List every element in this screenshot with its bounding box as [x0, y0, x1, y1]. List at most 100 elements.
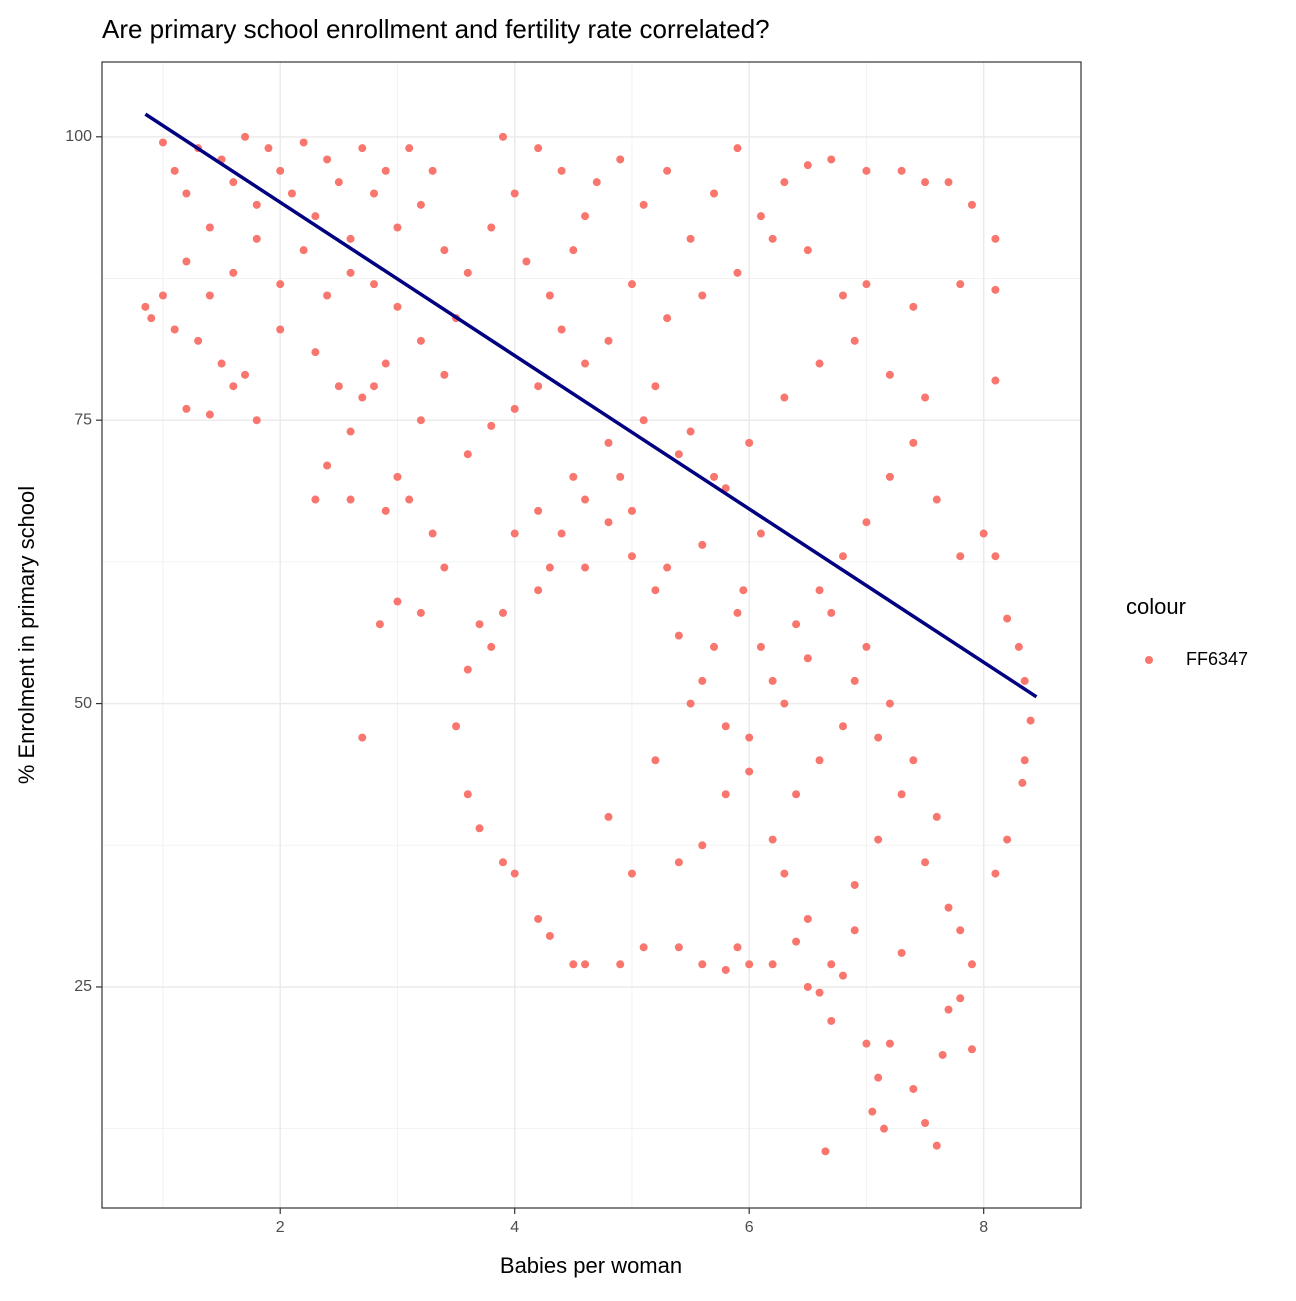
point: [721, 790, 730, 799]
point: [534, 382, 543, 391]
point: [428, 529, 437, 538]
point: [276, 280, 285, 289]
point: [141, 302, 150, 311]
point: [616, 960, 625, 969]
point: [838, 722, 847, 731]
point: [510, 869, 519, 878]
point: [885, 1039, 894, 1048]
point: [956, 280, 965, 289]
point: [158, 291, 167, 300]
point: [147, 314, 156, 323]
point: [803, 246, 812, 255]
point: [721, 722, 730, 731]
point: [780, 393, 789, 402]
point: [663, 314, 672, 323]
point: [475, 620, 484, 629]
point: [440, 370, 449, 379]
point: [991, 376, 1000, 385]
point: [581, 359, 590, 368]
point: [581, 495, 590, 504]
point: [182, 189, 191, 198]
point: [393, 597, 402, 606]
point: [792, 790, 801, 799]
point: [405, 144, 414, 153]
point: [252, 416, 261, 425]
point: [522, 257, 531, 266]
point: [780, 699, 789, 708]
point: [838, 291, 847, 300]
point: [745, 960, 754, 969]
point: [557, 325, 566, 334]
point: [639, 943, 648, 952]
point: [358, 733, 367, 742]
point: [909, 756, 918, 765]
point: [674, 858, 683, 867]
point: [205, 291, 214, 300]
point: [698, 540, 707, 549]
point: [581, 960, 590, 969]
point: [604, 438, 613, 447]
point: [815, 756, 824, 765]
point: [581, 563, 590, 572]
point: [334, 382, 343, 391]
point: [381, 359, 390, 368]
point: [346, 268, 355, 277]
point: [862, 642, 871, 651]
point: [311, 348, 320, 357]
point: [510, 404, 519, 413]
point: [979, 529, 988, 538]
panel-border: [101, 61, 1082, 1209]
x-tick-label: 4: [510, 1219, 519, 1236]
point: [991, 234, 1000, 243]
point: [698, 841, 707, 850]
point: [827, 960, 836, 969]
point: [205, 223, 214, 232]
point: [710, 642, 719, 651]
point: [944, 903, 953, 912]
point: [534, 586, 543, 595]
point: [229, 178, 238, 187]
point: [944, 178, 953, 187]
point: [733, 608, 742, 617]
point: [416, 608, 425, 617]
point: [627, 280, 636, 289]
point: [358, 393, 367, 402]
point: [346, 495, 355, 504]
point: [1003, 835, 1012, 844]
point: [264, 144, 273, 153]
point: [780, 869, 789, 878]
point: [868, 1107, 877, 1116]
point: [850, 880, 859, 889]
point: [569, 246, 578, 255]
point: [803, 914, 812, 923]
point: [815, 586, 824, 595]
point: [768, 835, 777, 844]
point: [287, 189, 296, 198]
point: [452, 722, 461, 731]
point: [463, 268, 472, 277]
point: [862, 166, 871, 175]
point: [545, 291, 554, 300]
point: [827, 1016, 836, 1025]
point: [674, 450, 683, 459]
point: [838, 552, 847, 561]
chart-title: Are primary school enrollment and fertil…: [102, 14, 770, 44]
point: [393, 223, 402, 232]
point: [276, 325, 285, 334]
legend-marker: [1145, 656, 1153, 664]
point: [393, 302, 402, 311]
point: [604, 812, 613, 821]
point: [276, 166, 285, 175]
point: [739, 586, 748, 595]
point: [194, 336, 203, 345]
y-tick-label: 100: [65, 128, 92, 145]
point: [534, 144, 543, 153]
point: [381, 506, 390, 515]
point: [651, 382, 660, 391]
point: [428, 166, 437, 175]
point: [463, 790, 472, 799]
point: [663, 166, 672, 175]
point: [416, 200, 425, 209]
point: [938, 1050, 947, 1059]
